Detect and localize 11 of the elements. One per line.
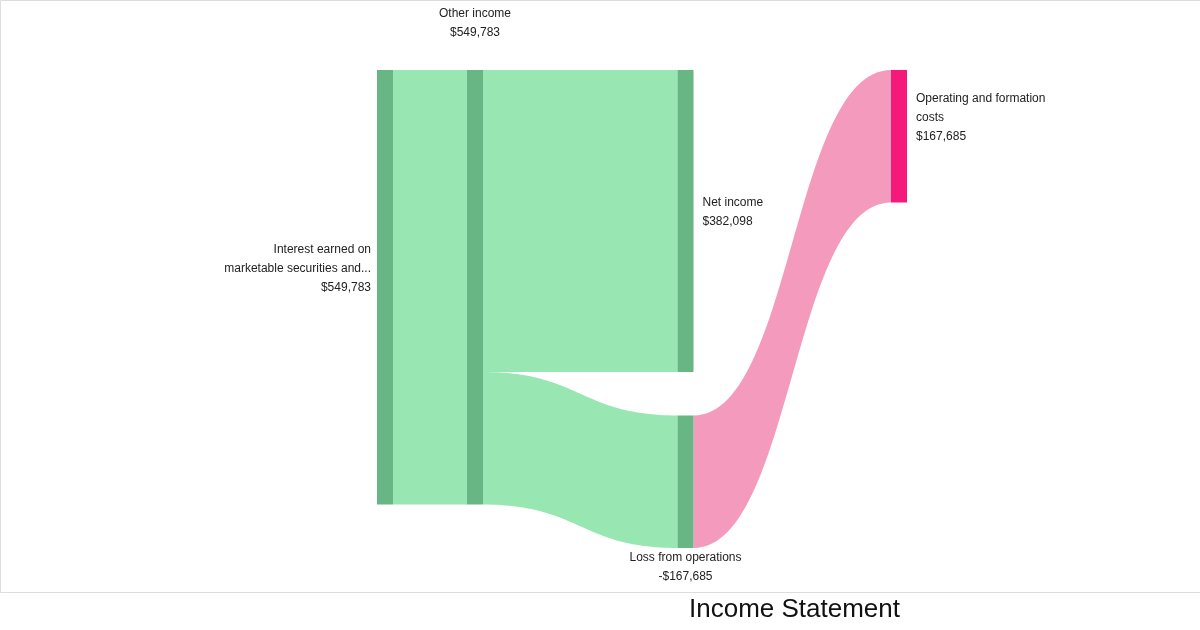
category-label: Other income [438, 6, 512, 20]
category-label: Net income [702, 195, 764, 209]
category-label: Loss from operations [629, 550, 742, 564]
data-label: $549,783 [449, 25, 501, 39]
data-label: $549,783 [320, 280, 372, 295]
category-label: Operating and formation costs [916, 91, 1046, 125]
category-label: Interest earned on marketable securities and... [224, 242, 371, 276]
data-label: $382,098 [702, 214, 753, 228]
data-label: $167,685 [916, 129, 967, 144]
data-label: -$167,685 [658, 569, 713, 583]
text: Income Statement [689, 593, 901, 623]
